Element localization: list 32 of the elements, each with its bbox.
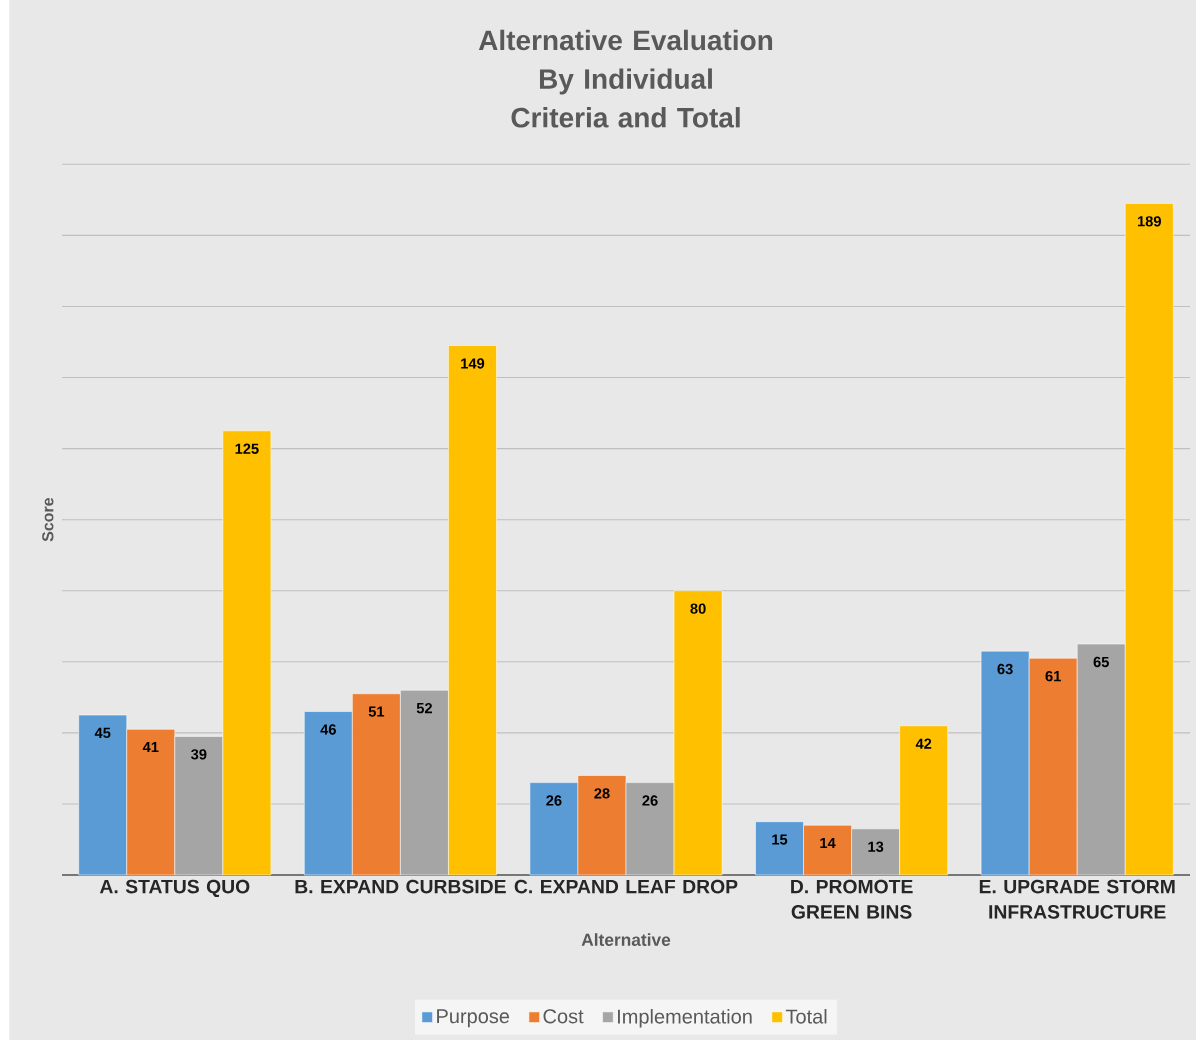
- data-label: 13: [868, 841, 884, 852]
- data-label: 26: [642, 795, 658, 806]
- chart-title: Alternative Evaluation By Individual Criteria and Total: [478, 29, 773, 128]
- data-label: 41: [142, 742, 159, 753]
- legend-label: Cost: [543, 1009, 584, 1024]
- data-label: 52: [416, 702, 432, 714]
- data-label: 80: [690, 603, 706, 614]
- data-label: 14: [820, 837, 836, 849]
- data-label: 15: [772, 834, 788, 845]
- data-label: 42: [915, 738, 932, 749]
- data-label: 63: [997, 663, 1013, 675]
- data-label: 149: [461, 358, 485, 369]
- legend-label: Implementation: [618, 1008, 752, 1028]
- x-tick-label: D. PROMOTE GREEN BINS: [791, 879, 913, 919]
- data-label: 39: [191, 749, 207, 760]
- data-label: 65: [1093, 656, 1109, 668]
- data-label: 125: [235, 443, 259, 454]
- data-label: 51: [368, 706, 385, 717]
- legend-label: Purpose: [437, 1009, 510, 1028]
- x-tick-label: B. EXPAND CURBSIDE: [295, 879, 506, 894]
- x-tick-label: C. EXPAND LEAF DROP: [514, 879, 738, 894]
- data-label: 61: [1045, 670, 1061, 682]
- data-label: 189: [1137, 216, 1161, 227]
- data-label: 28: [594, 788, 610, 799]
- legend-label: Total: [785, 1008, 827, 1024]
- x-tick-label: E. UPGRADE STORM INFRASTRUCTURE: [979, 879, 1175, 919]
- data-label: 45: [94, 727, 111, 739]
- data-label: 26: [546, 795, 562, 806]
- y-axis-title: Score: [42, 497, 54, 542]
- x-axis-title: Alternative: [581, 933, 671, 946]
- data-label: 46: [320, 724, 336, 735]
- x-tick-label: A. STATUS QUO: [99, 879, 250, 898]
